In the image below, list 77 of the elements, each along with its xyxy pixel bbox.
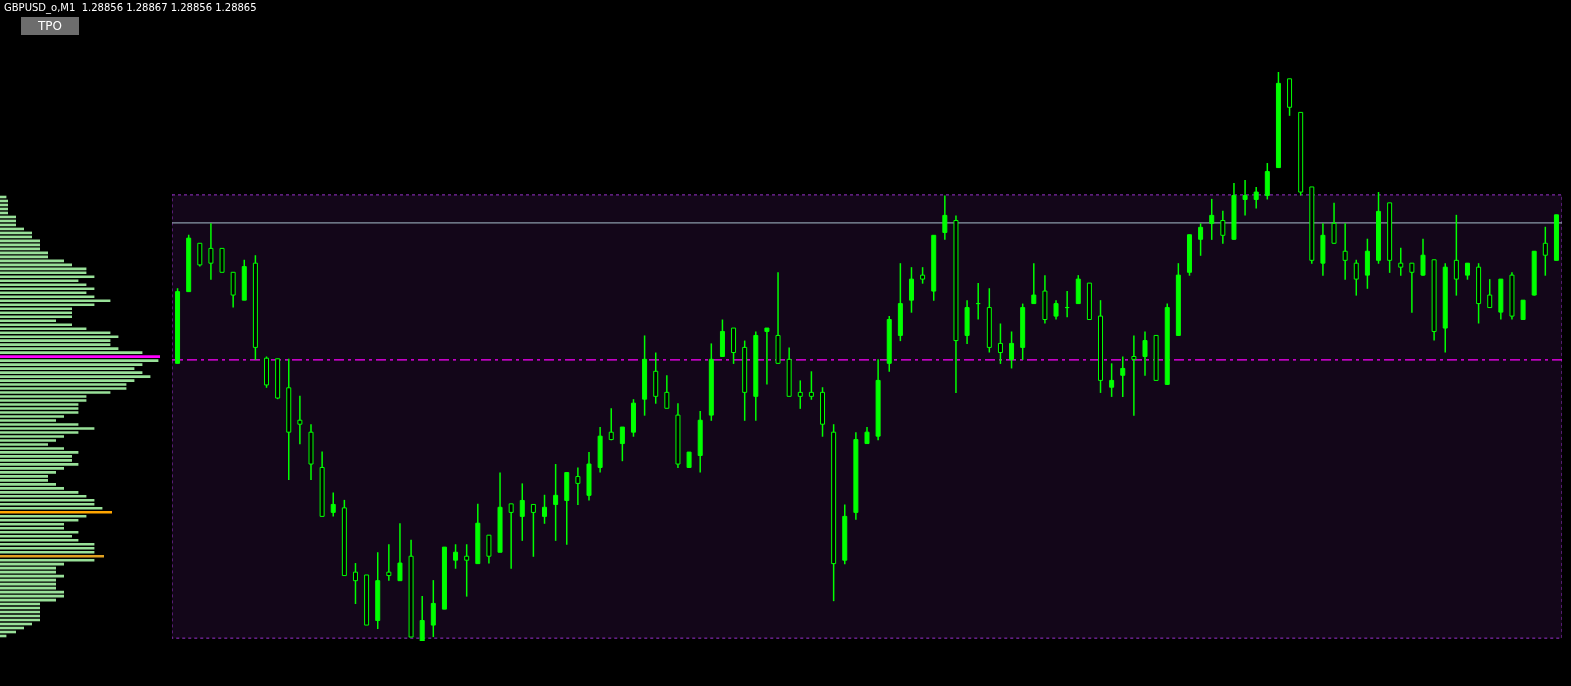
candlestick xyxy=(352,562,358,605)
bar xyxy=(0,510,112,514)
bar xyxy=(0,542,95,546)
candlestick xyxy=(486,534,492,565)
candlestick xyxy=(1420,237,1426,277)
bar xyxy=(0,335,119,338)
bar xyxy=(0,287,95,291)
candlestick xyxy=(1209,198,1215,241)
bar xyxy=(0,514,87,518)
bar xyxy=(0,299,111,303)
candlestick xyxy=(397,522,403,582)
candlestick xyxy=(519,482,525,542)
bar xyxy=(0,355,160,358)
candlestick xyxy=(808,370,814,401)
bar xyxy=(0,407,79,410)
candlestick xyxy=(619,426,625,462)
candlestick xyxy=(297,395,303,445)
bar xyxy=(0,351,143,354)
button: TPO xyxy=(21,17,79,35)
candlestick xyxy=(1542,226,1548,277)
bar xyxy=(0,451,79,454)
candlestick xyxy=(1242,179,1248,217)
candlestick xyxy=(664,374,670,410)
bar xyxy=(0,427,95,430)
candlestick xyxy=(208,222,214,281)
candlestick xyxy=(797,379,803,410)
candlestick xyxy=(1409,262,1415,314)
candlestick xyxy=(1520,299,1526,321)
candlestick xyxy=(219,247,225,274)
candlestick xyxy=(1353,259,1359,297)
candlestick xyxy=(419,595,425,641)
candlestick xyxy=(575,466,581,506)
candlestick xyxy=(1364,237,1370,290)
bar xyxy=(0,499,95,502)
bar xyxy=(0,399,87,402)
candlestick xyxy=(230,271,236,309)
bar xyxy=(0,507,103,510)
chart-title: GBPUSD_o,M1 1.28856 1.28867 1.28856 1.28865 xyxy=(4,2,257,13)
candlestick xyxy=(542,494,548,525)
bar xyxy=(0,311,72,315)
candlestick xyxy=(1253,186,1259,210)
bar xyxy=(0,463,79,466)
candlestick xyxy=(1487,278,1493,309)
candlestick xyxy=(1220,210,1226,245)
candlestick xyxy=(1009,330,1015,370)
candlestick xyxy=(553,463,559,542)
bar xyxy=(0,530,79,534)
bar xyxy=(0,387,127,390)
candlestick xyxy=(1453,214,1459,297)
candlestick xyxy=(908,266,914,314)
bar xyxy=(0,411,79,414)
candlestick xyxy=(453,543,459,570)
candlestick xyxy=(1398,247,1404,277)
candlestick xyxy=(997,322,1003,365)
candlestick xyxy=(608,407,614,441)
candlestick xyxy=(1331,202,1337,245)
bar xyxy=(0,359,159,362)
candlestick xyxy=(1120,355,1126,398)
candlestick xyxy=(430,579,436,638)
candlestick xyxy=(530,503,536,558)
candlestick xyxy=(1053,299,1059,321)
candlestick xyxy=(1131,334,1137,417)
bar xyxy=(0,375,151,378)
candlestick xyxy=(1031,262,1037,305)
candlestick xyxy=(330,491,336,518)
candlestick xyxy=(764,327,770,386)
candlestick xyxy=(197,242,203,268)
candlestick xyxy=(386,543,392,582)
candlestick xyxy=(1198,222,1204,257)
bar xyxy=(0,315,72,319)
candlestick xyxy=(1142,330,1148,377)
candlestick xyxy=(942,194,948,241)
candlestick xyxy=(1264,162,1270,201)
candlestick xyxy=(508,503,514,570)
candlestick xyxy=(1342,222,1348,281)
candlestick xyxy=(1109,362,1115,398)
candlestick xyxy=(464,543,470,598)
